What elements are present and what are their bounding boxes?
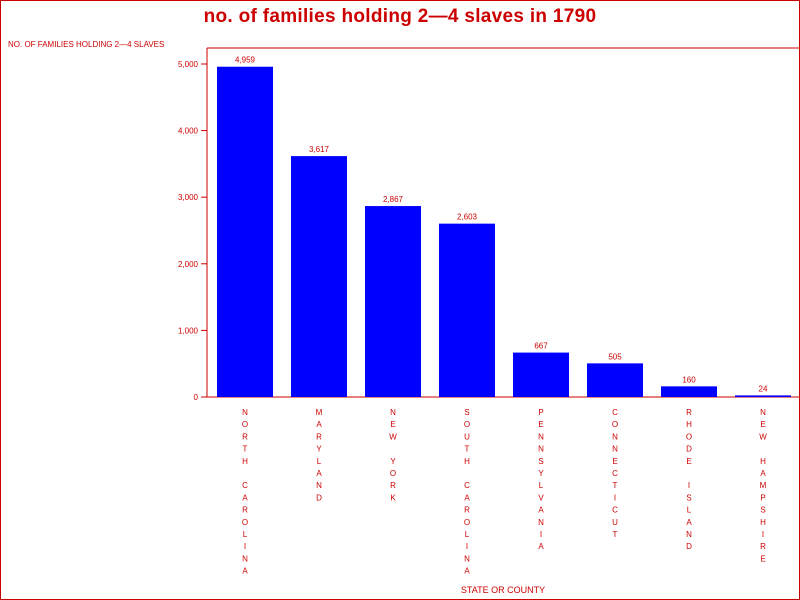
y-tick-label: 5,000 [178, 60, 199, 69]
y-tick-label: 0 [194, 393, 199, 402]
bar [587, 363, 643, 397]
bar [735, 395, 791, 397]
bar-value-label: 667 [534, 342, 548, 351]
bar [661, 386, 717, 397]
y-axis-label: NO. OF FAMILIES HOLDING 2—4 SLAVES [8, 40, 164, 49]
bar-value-label: 24 [759, 384, 768, 393]
y-tick-label: 4,000 [178, 127, 199, 136]
bar-value-label: 2,867 [383, 195, 404, 204]
bar-value-label: 505 [608, 352, 622, 361]
bar [291, 156, 347, 397]
y-tick-label: 2,000 [178, 260, 199, 269]
y-tick-label: 1,000 [178, 326, 199, 335]
bar-value-label: 2,603 [457, 213, 478, 222]
bar [217, 66, 273, 398]
bar-value-label: 3,617 [309, 145, 330, 154]
bar [439, 223, 495, 397]
x-axis-label: STATE OR COUNTY [461, 585, 545, 595]
y-tick-label: 3,000 [178, 193, 199, 202]
bar-value-label: 4,959 [235, 56, 256, 65]
chart-title: no. of families holding 2—4 slaves in 17… [203, 6, 597, 27]
bar-value-label: 160 [682, 375, 696, 384]
bar [365, 206, 421, 397]
bar [513, 352, 569, 397]
